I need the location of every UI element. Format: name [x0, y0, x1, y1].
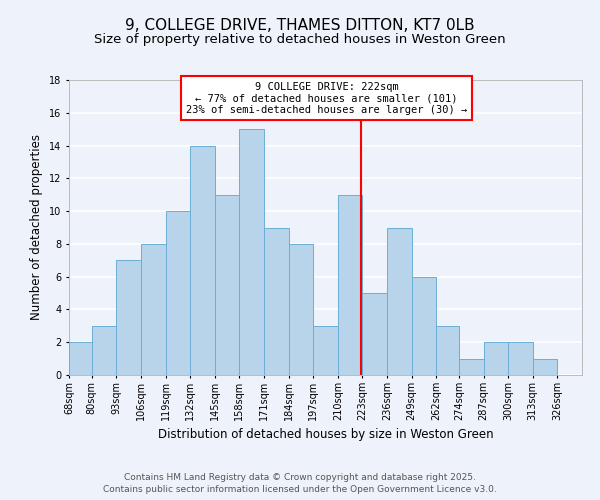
- Bar: [338, 194, 362, 375]
- Bar: [239, 129, 264, 375]
- Text: 9, COLLEGE DRIVE, THAMES DITTON, KT7 0LB: 9, COLLEGE DRIVE, THAMES DITTON, KT7 0LB: [125, 18, 475, 32]
- Text: 9 COLLEGE DRIVE: 222sqm
← 77% of detached houses are smaller (101)
23% of semi-d: 9 COLLEGE DRIVE: 222sqm ← 77% of detache…: [186, 82, 467, 115]
- Bar: [215, 194, 239, 375]
- X-axis label: Distribution of detached houses by size in Weston Green: Distribution of detached houses by size …: [158, 428, 493, 442]
- Bar: [412, 276, 436, 375]
- Bar: [116, 260, 141, 375]
- Text: Contains HM Land Registry data © Crown copyright and database right 2025.
Contai: Contains HM Land Registry data © Crown c…: [103, 472, 497, 494]
- Bar: [141, 244, 166, 375]
- Bar: [69, 342, 92, 375]
- Bar: [289, 244, 313, 375]
- Bar: [533, 358, 557, 375]
- Bar: [166, 211, 190, 375]
- Bar: [362, 293, 387, 375]
- Text: Size of property relative to detached houses in Weston Green: Size of property relative to detached ho…: [94, 32, 506, 46]
- Bar: [190, 146, 215, 375]
- Bar: [459, 358, 484, 375]
- Bar: [387, 228, 412, 375]
- Bar: [313, 326, 338, 375]
- Bar: [436, 326, 459, 375]
- Bar: [92, 326, 116, 375]
- Bar: [508, 342, 533, 375]
- Y-axis label: Number of detached properties: Number of detached properties: [31, 134, 43, 320]
- Bar: [264, 228, 289, 375]
- Bar: [484, 342, 508, 375]
